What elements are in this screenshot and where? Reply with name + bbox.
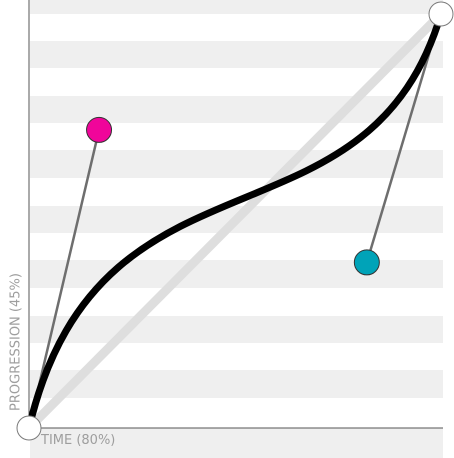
stripe [30,150,443,178]
control-point-2-handle[interactable] [353,249,380,276]
control-point-1-handle[interactable] [86,116,113,143]
background-stripes [30,0,443,458]
y-axis-label: PROGRESSION (45%) [8,273,24,411]
easing-curve [25,10,445,432]
stripe [30,0,443,14]
stripe [30,316,443,343]
x-axis-label: TIME (80%) [41,433,116,448]
stripe [30,428,443,458]
stripe [30,41,443,68]
start-point-handle[interactable] [16,415,42,441]
end-point-handle[interactable] [428,1,454,27]
stripe [30,260,443,288]
linear-reference-line [25,10,445,432]
stripe [30,370,443,398]
